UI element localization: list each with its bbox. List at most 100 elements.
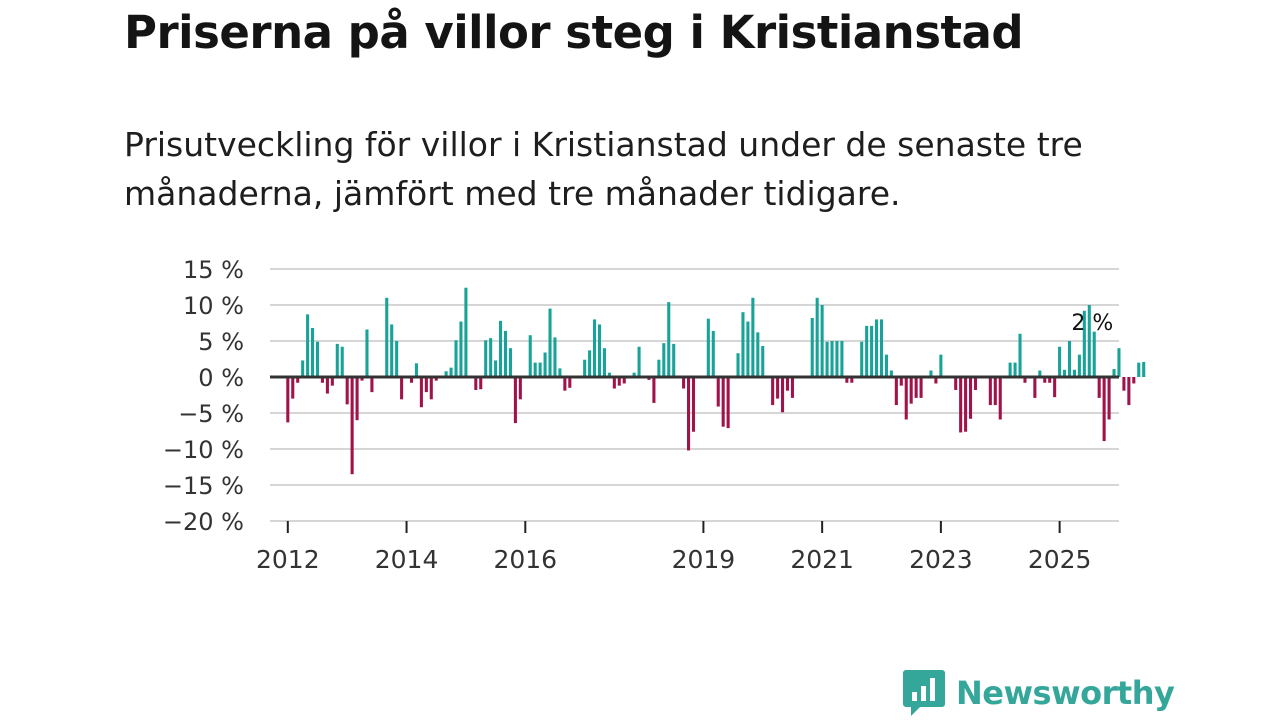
bar — [593, 319, 597, 377]
bar — [790, 377, 794, 398]
bar — [662, 343, 666, 377]
bar — [345, 377, 349, 405]
bar — [449, 367, 453, 377]
bar — [771, 377, 775, 406]
bar — [1097, 377, 1101, 398]
bar — [959, 377, 963, 433]
bar — [622, 377, 626, 384]
bar — [845, 377, 849, 383]
bar — [954, 377, 958, 390]
bar — [558, 368, 562, 377]
bar — [409, 377, 414, 383]
bar — [464, 287, 468, 377]
bar — [672, 343, 676, 377]
bar — [1142, 361, 1146, 377]
y-tick-label: −10 % — [163, 436, 244, 464]
bar — [340, 346, 344, 377]
bar — [1058, 346, 1062, 377]
bar — [761, 346, 765, 377]
x-tick-label: 2023 — [909, 545, 973, 574]
bar — [1018, 333, 1022, 377]
bar — [1067, 341, 1072, 377]
bar — [909, 377, 913, 404]
bar-chart-speech-bubble-icon — [903, 670, 945, 716]
bar — [939, 354, 943, 377]
y-tick-label: −15 % — [163, 472, 244, 500]
bar — [657, 359, 661, 377]
bar — [781, 377, 785, 413]
bar — [424, 377, 428, 393]
bar — [652, 377, 656, 403]
bar — [850, 377, 854, 383]
bar — [395, 341, 399, 377]
bar — [914, 377, 918, 398]
bar — [360, 377, 364, 381]
bar — [365, 329, 369, 377]
bar — [726, 377, 730, 429]
bar — [776, 377, 780, 399]
bar — [667, 302, 671, 377]
bar — [1117, 348, 1121, 377]
bar — [691, 377, 696, 432]
bar — [583, 359, 587, 377]
bar — [301, 360, 305, 377]
bar — [1087, 305, 1091, 377]
bar — [756, 332, 760, 377]
bar — [1077, 354, 1081, 377]
x-tick-label: 2021 — [790, 545, 854, 574]
bar — [548, 308, 552, 377]
bar — [518, 377, 522, 400]
bar — [682, 377, 686, 389]
bar — [499, 320, 503, 377]
bar — [1082, 310, 1086, 377]
bar — [721, 377, 725, 427]
bar — [588, 350, 592, 377]
bar — [840, 341, 844, 377]
bar — [597, 324, 602, 377]
bar — [602, 348, 606, 377]
y-tick-label: 10 % — [183, 292, 244, 320]
bar — [400, 377, 404, 400]
bar — [370, 377, 374, 393]
bar — [538, 362, 542, 377]
bar — [1092, 331, 1096, 377]
bar — [444, 371, 448, 377]
bar — [711, 330, 715, 377]
bar — [969, 377, 973, 419]
bar — [434, 377, 438, 381]
bar — [484, 340, 488, 377]
bar — [998, 377, 1002, 420]
bar — [815, 297, 819, 377]
chart-title: Priserna på villor steg i Kristianstad — [124, 6, 1024, 59]
bar — [1023, 377, 1027, 383]
bar — [716, 377, 720, 407]
bar — [1008, 362, 1012, 377]
bar — [607, 372, 611, 377]
bar — [291, 377, 295, 399]
bar — [1033, 377, 1037, 398]
bar — [736, 353, 740, 377]
bar — [508, 348, 512, 377]
bar — [563, 377, 567, 391]
y-tick-label: 0 % — [198, 364, 244, 392]
bar — [533, 362, 537, 377]
bar — [934, 377, 938, 384]
bar — [820, 305, 824, 377]
bar — [429, 377, 433, 400]
bar — [746, 321, 750, 377]
bar — [474, 377, 478, 390]
last-value-annotation: 2 % — [1071, 311, 1113, 336]
bar — [904, 377, 908, 420]
bar — [306, 314, 310, 377]
bar — [894, 377, 898, 406]
bar — [870, 325, 874, 377]
bar — [884, 354, 888, 377]
bar — [741, 312, 745, 377]
bar — [1112, 369, 1116, 377]
bar — [889, 370, 893, 377]
bar — [919, 377, 923, 398]
y-tick-label: 5 % — [198, 328, 244, 356]
bar — [706, 318, 710, 377]
bar — [1102, 377, 1106, 442]
bar — [1072, 369, 1076, 377]
